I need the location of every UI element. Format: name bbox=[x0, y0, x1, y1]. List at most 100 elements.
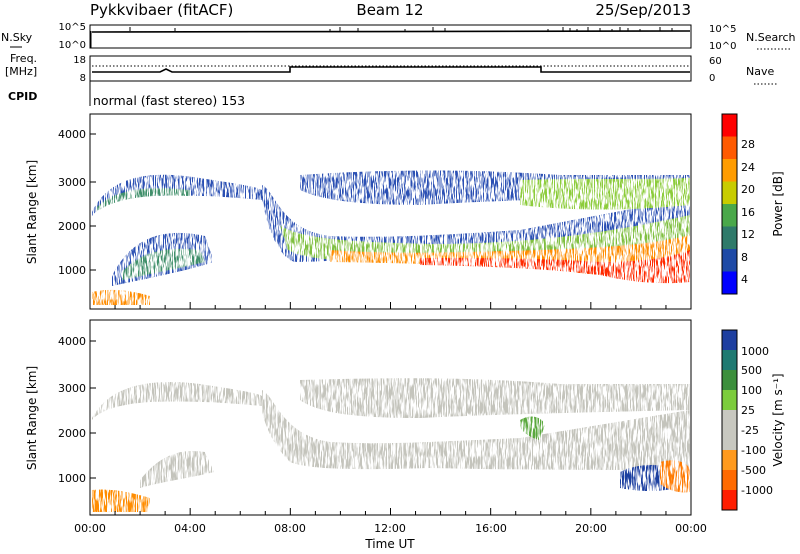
power-ytick-label-4000: 4000 bbox=[58, 128, 86, 141]
velocity-colorbar-cell-8 bbox=[722, 490, 737, 511]
power-colorbar-cell-6 bbox=[722, 249, 737, 272]
velocity-colorbar-cell-5 bbox=[722, 430, 737, 451]
power-cbar-tick-28: 28 bbox=[741, 138, 755, 151]
power-colorbar-cell-4 bbox=[722, 204, 737, 227]
velocity-colorbar-cell-0 bbox=[722, 330, 737, 351]
velocity-cbar-tick-100: 100 bbox=[741, 384, 762, 397]
power-colorbar-cell-7 bbox=[722, 271, 737, 295]
power-colorbar: 28 24 20 16 12 8 4 Power [dB] bbox=[721, 113, 785, 295]
velocity-cbar-tick-25: 25 bbox=[741, 404, 755, 417]
nave-label: Nave bbox=[746, 65, 774, 78]
power-cbar-tick-24: 24 bbox=[741, 161, 755, 174]
power-cbar-tick-12: 12 bbox=[741, 228, 755, 241]
station-title: Pykkvibaer (fitACF) bbox=[90, 1, 233, 19]
x-axis-title: Time UT bbox=[364, 537, 415, 551]
velocity-colorbar-cells bbox=[722, 330, 737, 511]
x-tick-label-2400: 00:00 bbox=[675, 522, 707, 535]
velocity-echo-layer bbox=[92, 378, 690, 512]
velocity-band-upper-early bbox=[92, 382, 262, 420]
x-tick-label-1200: 12:00 bbox=[374, 522, 406, 535]
power-ytick-label-2000: 2000 bbox=[58, 220, 86, 233]
freq-panel-frame bbox=[89, 55, 692, 82]
cpid-label: CPID bbox=[8, 90, 37, 103]
power-cbar-tick-20: 20 bbox=[741, 183, 755, 196]
noise-panel: N.Sky 10^5 10^0 10^5 10^0 N.Search bbox=[1, 22, 796, 52]
noise-panel-frame bbox=[89, 24, 692, 49]
velocity-ylabel: Slant Range [km] bbox=[25, 366, 39, 470]
velocity-cbar-tick-1000: 1000 bbox=[741, 345, 769, 358]
velocity-colorbar-cell-3 bbox=[722, 390, 737, 411]
freq-trace bbox=[92, 66, 690, 73]
power-cbar-tick-8: 8 bbox=[741, 251, 748, 264]
power-colorbar-cell-3 bbox=[722, 181, 737, 205]
noise-right-tick-bottom: 10^0 bbox=[709, 41, 736, 52]
velocity-colorbar-cell-4 bbox=[722, 410, 737, 431]
power-colorbar-cell-1 bbox=[722, 136, 737, 160]
x-tick-label-0800: 08:00 bbox=[274, 522, 306, 535]
power-cbar-tick-4: 4 bbox=[741, 273, 748, 286]
velocity-colorbar-frame bbox=[721, 329, 738, 511]
velocity-colorbar: 1000 500 100 25 -25 -100 -500 -1000 Velo… bbox=[721, 329, 785, 511]
beam-title: Beam 12 bbox=[356, 1, 423, 19]
velocity-band-midrange-early bbox=[140, 450, 214, 488]
power-band-midrange-early-core bbox=[122, 248, 205, 280]
power-upper-scatter-green bbox=[520, 178, 690, 210]
velocity-colorbar-cell-2 bbox=[722, 370, 737, 391]
velocity-cbar-tick-minus100: -100 bbox=[741, 444, 766, 457]
velocity-cbar-tick-minus500: -500 bbox=[741, 464, 766, 477]
velocity-ytick-label-1000: 1000 bbox=[58, 472, 86, 485]
velocity-ytick-label-3000: 3000 bbox=[58, 382, 86, 395]
freq-left-tick-top: 18 bbox=[73, 55, 86, 66]
power-cbar-tick-16: 16 bbox=[741, 206, 755, 219]
power-panel: 4000 3000 2000 1000 Slant Range [km] bbox=[25, 113, 692, 310]
power-colorbar-cell-0 bbox=[722, 114, 737, 137]
x-tick-label-0000: 00:00 bbox=[74, 522, 106, 535]
x-tick-label-0400: 04:00 bbox=[174, 522, 206, 535]
velocity-near-range-orange bbox=[92, 489, 150, 512]
freq-label-line1: Freq. bbox=[10, 52, 37, 65]
noise-right-tick-top: 10^5 bbox=[709, 24, 736, 35]
freq-panel: Freq. [MHz] 18 8 60 0 Nave bbox=[5, 52, 778, 85]
noise-left-tick-top: 10^5 bbox=[59, 22, 86, 33]
freq-label-line2: [MHz] bbox=[5, 65, 37, 78]
power-yticks bbox=[90, 133, 96, 271]
velocity-data bbox=[92, 378, 690, 512]
n-search-label: N.Search bbox=[746, 31, 796, 44]
velocity-ytick-label-2000: 2000 bbox=[58, 427, 86, 440]
noise-left-tick-bottom: 10^0 bbox=[59, 40, 86, 51]
nave-right-tick-bottom: 0 bbox=[709, 73, 715, 84]
noise-spikes bbox=[129, 27, 673, 31]
velocity-yticks bbox=[90, 340, 96, 479]
cpid-panel: CPID normal (fast stereo) 153 bbox=[8, 80, 691, 108]
date-title: 25/Sep/2013 bbox=[595, 1, 691, 19]
power-ytick-label-1000: 1000 bbox=[58, 264, 86, 277]
velocity-cbar-tick-minus25: -25 bbox=[741, 424, 759, 437]
velocity-descending-arc bbox=[262, 390, 690, 470]
velocity-panel: 4000 3000 2000 1000 Slant Range [km] bbox=[25, 319, 692, 516]
velocity-colorbar-cell-6 bbox=[722, 450, 737, 471]
nave-right-tick-top: 60 bbox=[709, 56, 722, 67]
velocity-colorbar-cell-1 bbox=[722, 350, 737, 371]
x-tick-label-2000: 20:00 bbox=[575, 522, 607, 535]
power-ylabel: Slant Range [km] bbox=[25, 160, 39, 264]
power-band-upper-early-core bbox=[96, 188, 190, 212]
velocity-late-echo-orange bbox=[660, 460, 690, 493]
power-data bbox=[92, 170, 690, 305]
cpid-mode-text: normal (fast stereo) 153 bbox=[93, 93, 245, 108]
power-panel-frame bbox=[89, 113, 692, 310]
power-ytick-label-3000: 3000 bbox=[58, 176, 86, 189]
power-colorbar-frame bbox=[721, 113, 738, 295]
power-echo-layer bbox=[92, 170, 690, 305]
n-sky-label: N.Sky bbox=[1, 31, 33, 44]
velocity-colorbar-label: Velocity [m s⁻¹] bbox=[771, 373, 785, 466]
freq-left-tick-bottom: 8 bbox=[80, 73, 86, 84]
velocity-ytick-label-4000: 4000 bbox=[58, 335, 86, 348]
power-colorbar-cells bbox=[722, 114, 737, 295]
power-near-range-echo bbox=[92, 289, 150, 305]
x-axis bbox=[89, 302, 692, 515]
velocity-upper-scatter bbox=[300, 378, 690, 418]
velocity-cbar-tick-500: 500 bbox=[741, 364, 762, 377]
velocity-cbar-tick-minus1000: -1000 bbox=[741, 484, 773, 497]
power-high-core-red bbox=[420, 250, 690, 284]
